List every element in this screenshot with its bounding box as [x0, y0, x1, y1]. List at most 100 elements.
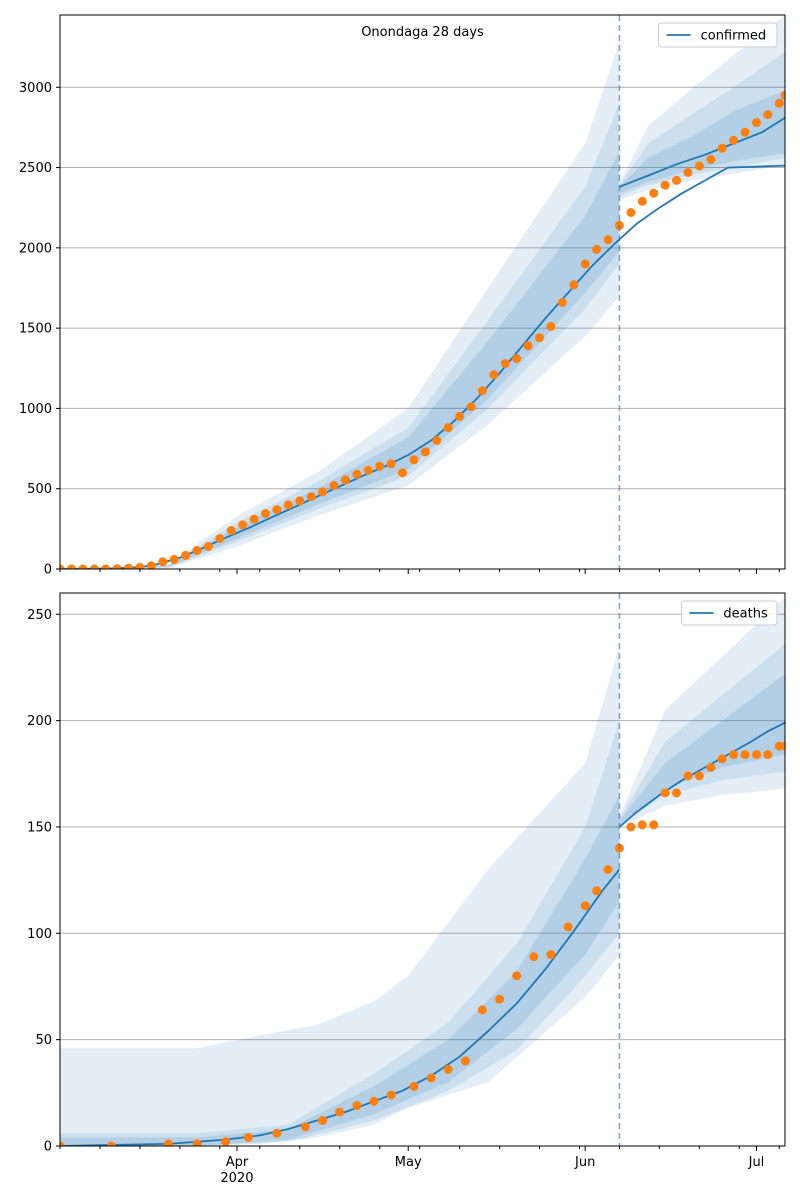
data-point-deaths_observed [477, 1005, 487, 1015]
series-line-deaths_forecast [618, 721, 785, 828]
series-line-confirmed_forecast [619, 117, 785, 188]
data-point-confirmed_observed [272, 505, 282, 515]
data-point-confirmed_observed [637, 196, 647, 206]
x-tick-year-label: 2020 [220, 1171, 253, 1186]
data-point-deaths_observed [603, 865, 613, 874]
uncertainty-band-outer [619, 15, 785, 200]
data-point-confirmed_observed [683, 167, 693, 177]
data-point-confirmed_observed [261, 509, 270, 519]
x-tick-label: Jun [574, 1155, 595, 1170]
data-point-confirmed_observed [203, 542, 213, 551]
data-point-confirmed_observed [146, 561, 156, 569]
data-point-confirmed_observed [443, 423, 453, 433]
data-point-confirmed_observed [694, 161, 704, 171]
y-tick-label: 100 [27, 927, 52, 942]
deaths-panel: 0 50 100 150 200 250 Apr May Jun Jul 2020 deaths [27, 592, 786, 1186]
data-point-deaths_observed [717, 754, 727, 764]
data-point-confirmed_observed [306, 492, 316, 502]
data-point-deaths_observed [546, 950, 556, 960]
data-point-confirmed_observed [249, 514, 259, 524]
uncertainty-band-outer [60, 42, 620, 569]
data-point-deaths_observed [649, 820, 659, 830]
legend-label: deaths [723, 607, 768, 622]
y-tick-label: 1000 [19, 402, 52, 417]
data-point-deaths_observed [626, 822, 636, 832]
data-point-deaths_observed [529, 952, 539, 962]
y-tick-label: 1500 [19, 322, 52, 337]
data-point-deaths_observed [729, 750, 739, 760]
data-point-confirmed_observed [649, 188, 659, 198]
data-point-deaths_observed [763, 750, 773, 760]
y-tick-label: 150 [27, 820, 52, 835]
data-point-confirmed_observed [66, 564, 76, 569]
data-point-deaths_observed [106, 1141, 116, 1146]
uncertainty-band-outer [60, 646, 620, 1146]
y-tick-label: 500 [27, 482, 52, 497]
data-point-confirmed_observed [660, 180, 670, 190]
data-point-confirmed_observed [603, 235, 613, 245]
data-point-confirmed_observed [512, 354, 522, 364]
data-point-deaths_observed [164, 1139, 173, 1146]
data-point-confirmed_observed [729, 135, 739, 145]
data-point-confirmed_observed [352, 469, 362, 479]
data-point-confirmed_observed [375, 461, 385, 471]
data-point-deaths_observed [409, 1081, 419, 1091]
data-point-confirmed_observed [763, 110, 773, 120]
data-point-confirmed_observed [706, 155, 716, 164]
data-point-confirmed_observed [78, 564, 88, 569]
data-point-confirmed_observed [329, 481, 339, 490]
legend: confirmed [658, 22, 778, 48]
data-point-confirmed_observed [124, 563, 133, 569]
data-point-confirmed_observed [398, 468, 407, 478]
data-point-confirmed_observed [89, 564, 99, 569]
data-point-deaths_observed [706, 762, 716, 772]
data-point-deaths_observed [192, 1139, 202, 1146]
data-point-confirmed_observed [592, 244, 602, 254]
data-point-confirmed_observed [386, 459, 396, 469]
data-point-confirmed_observed [112, 564, 122, 569]
data-point-confirmed_observed [181, 550, 191, 560]
data-point-confirmed_observed [363, 465, 373, 475]
data-point-confirmed_observed [432, 436, 442, 445]
data-point-confirmed_observed [717, 143, 727, 153]
data-point-confirmed_observed [500, 359, 510, 368]
data-point-deaths_observed [694, 771, 704, 781]
x-tick-label: Apr [226, 1155, 249, 1170]
data-point-deaths_observed [243, 1133, 253, 1142]
legend-box [658, 22, 778, 48]
data-point-confirmed_observed [409, 455, 419, 465]
data-point-deaths_observed [752, 750, 761, 760]
uncertainty-band-middle [619, 51, 785, 197]
data-point-deaths_observed [318, 1116, 328, 1125]
axes-frame [59, 592, 786, 1147]
data-point-confirmed_observed [215, 534, 225, 543]
data-point-confirmed_observed [455, 411, 465, 421]
data-point-confirmed_observed [580, 259, 590, 269]
data-point-confirmed_observed [523, 341, 533, 351]
data-point-deaths_observed [369, 1096, 379, 1106]
legend-label: confirmed [701, 29, 767, 44]
y-tick-label: 50 [35, 1033, 52, 1048]
plot-area [60, 597, 785, 1146]
y-tick-label: 0 [44, 563, 52, 578]
uncertainty-band-middle [619, 644, 785, 825]
data-point-confirmed_observed [101, 564, 111, 569]
data-point-deaths_observed [672, 788, 681, 798]
data-point-confirmed_observed [626, 208, 636, 217]
confirmed-panel: 0 500 1000 1500 2000 2500 3000 Onondaga 28 days… [19, 14, 786, 578]
data-point-confirmed_observed [192, 546, 202, 555]
data-point-deaths_observed [335, 1107, 345, 1117]
legend-box [680, 600, 778, 626]
data-point-deaths_observed [512, 971, 522, 981]
y-tick-label: 250 [27, 608, 52, 623]
data-point-confirmed_observed [60, 564, 65, 569]
data-point-deaths_observed [580, 901, 590, 911]
data-point-confirmed_observed [226, 526, 236, 535]
data-point-deaths_observed [352, 1101, 362, 1111]
data-point-confirmed_observed [535, 333, 544, 343]
data-point-deaths_observed [563, 922, 573, 932]
data-point-deaths_observed [301, 1122, 310, 1132]
data-point-confirmed_observed [569, 280, 579, 290]
data-point-confirmed_observed [546, 322, 556, 331]
data-point-confirmed_observed [752, 118, 761, 128]
